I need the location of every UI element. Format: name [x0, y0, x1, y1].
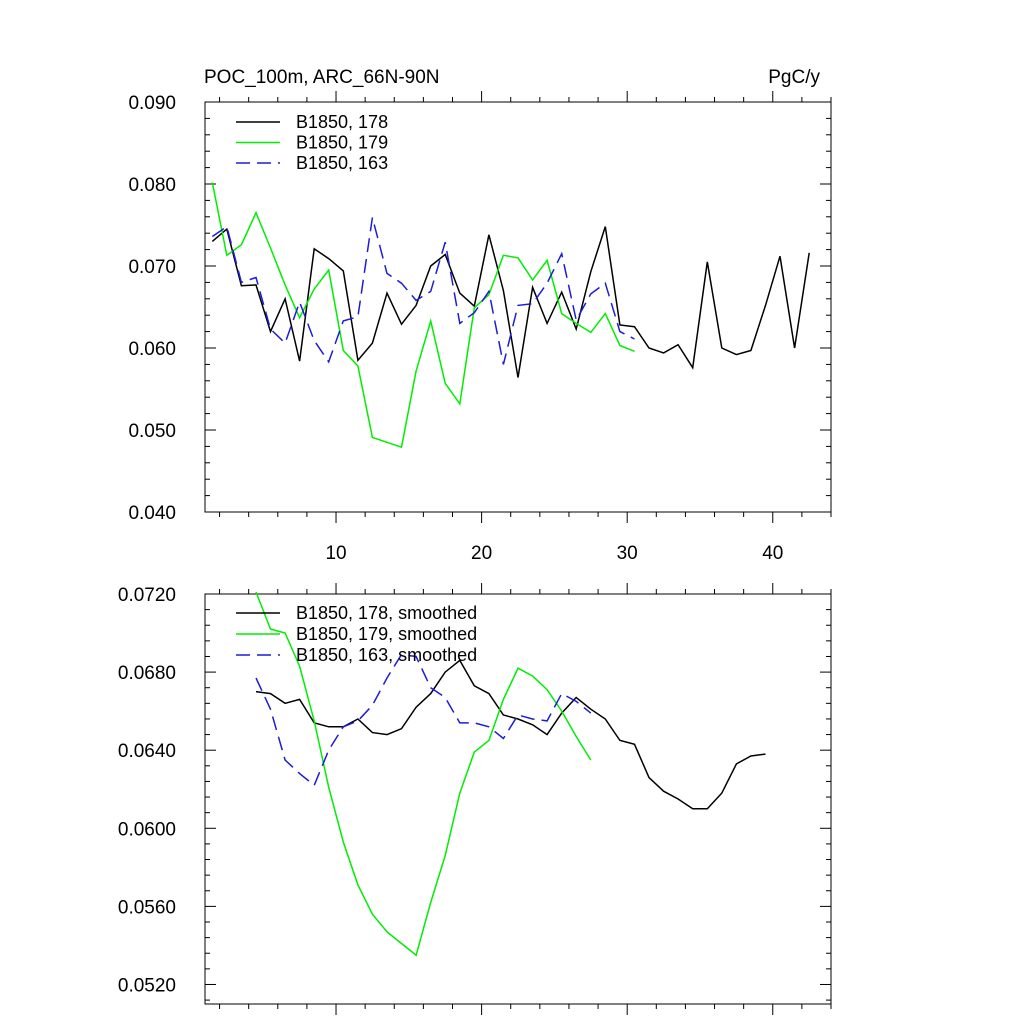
bottom-y-tick-label: 0.0680 — [118, 663, 176, 684]
top-chart-units: PgC/y — [768, 67, 820, 88]
bottom-y-tick-label: 0.0520 — [118, 975, 176, 996]
top-legend-label-2: B1850, 179 — [296, 133, 388, 153]
top-x-tick-label: 20 — [471, 543, 492, 564]
bottom-chart-panel: 0.0520 0.0560 0.0600 0.0640 0.0680 0.0720 B18… — [118, 583, 832, 1015]
bottom-y-tick-label: 0.0600 — [118, 819, 176, 840]
bottom-legend-label-2: B1850, 179, smoothed — [296, 624, 477, 644]
bottom-series-lines — [255, 591, 766, 957]
top-series-line-1 — [211, 226, 810, 378]
bottom-y-tick-label: 0.0720 — [118, 585, 176, 606]
top-series-line-2 — [211, 182, 635, 449]
bottom-y-tick-label: 0.0560 — [118, 897, 176, 918]
bottom-series-line-1 — [255, 659, 766, 810]
top-y-tick-label: 0.080 — [128, 175, 176, 196]
bottom-y-tick-label: 0.0640 — [118, 741, 176, 762]
bottom-series-line-2 — [255, 591, 592, 957]
top-y-tick-label: 0.070 — [128, 257, 176, 278]
top-plot-frame — [204, 101, 832, 513]
top-legend-label-1: B1850, 178 — [296, 112, 388, 132]
top-y-tick-label: 0.040 — [128, 503, 176, 524]
top-axis-ticks — [205, 91, 832, 523]
bottom-legend-label-1: B1850, 178, smoothed — [296, 603, 477, 623]
bottom-y-tick-labels: 0.0520 0.0560 0.0600 0.0640 0.0680 0.0720 — [118, 585, 176, 996]
top-y-tick-label: 0.050 — [128, 421, 176, 442]
top-series-line-3 — [211, 217, 635, 365]
top-x-tick-label: 10 — [325, 543, 346, 564]
top-x-tick-label: 30 — [617, 543, 638, 564]
top-legend-label-3: B1850, 163 — [296, 153, 388, 173]
top-y-tick-label: 0.090 — [128, 93, 176, 114]
bottom-series-line-3 — [255, 653, 592, 787]
top-y-tick-labels: 0.040 0.050 0.060 0.070 0.080 0.090 — [128, 93, 176, 524]
bottom-legend-label-3: B1850, 163, smoothed — [296, 645, 477, 665]
top-chart-title: POC_100m, ARC_66N-90N — [204, 67, 440, 88]
bottom-plot-frame — [204, 593, 832, 1005]
top-x-tick-label: 40 — [762, 543, 783, 564]
top-chart-panel: POC_100m, ARC_66N-90N PgC/y 0.0400.0500.… — [128, 67, 832, 564]
top-y-tick-label: 0.060 — [128, 339, 176, 360]
top-series-lines — [211, 182, 810, 449]
bottom-axis-ticks — [205, 583, 832, 1015]
top-x-tick-labels: 10 20 30 40 — [325, 543, 783, 564]
